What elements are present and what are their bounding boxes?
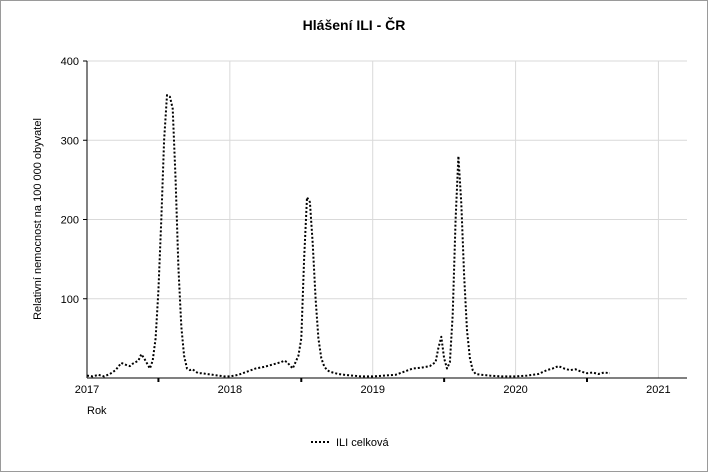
x-ticks: 2017 2018 2019 2020 2021 [75, 378, 671, 396]
legend-label: ILI celková [336, 437, 389, 449]
y-ticks: 100 200 300 400 [61, 56, 87, 306]
x-tick-label: 2019 [360, 384, 384, 396]
series-line-0 [86, 94, 611, 378]
y-axis-label: Relativní nemocnost na 100 000 obyvatel [32, 118, 44, 320]
chart-title: Hlášení ILI - ČR [303, 16, 406, 33]
y-tick-label: 200 [61, 215, 79, 227]
x-tick-label: 2018 [218, 384, 242, 396]
series-group [86, 94, 611, 378]
y-tick-label: 300 [61, 135, 79, 147]
y-tick-label: 100 [61, 294, 79, 306]
x-axis-label: Rok [87, 405, 107, 417]
x-tick-label: 2017 [75, 384, 99, 396]
x-tick-label: 2021 [646, 384, 670, 396]
y-tick-label: 400 [61, 56, 79, 68]
grid [87, 60, 687, 378]
legend: ILI celková [311, 437, 389, 449]
x-tick-label: 2020 [503, 384, 527, 396]
